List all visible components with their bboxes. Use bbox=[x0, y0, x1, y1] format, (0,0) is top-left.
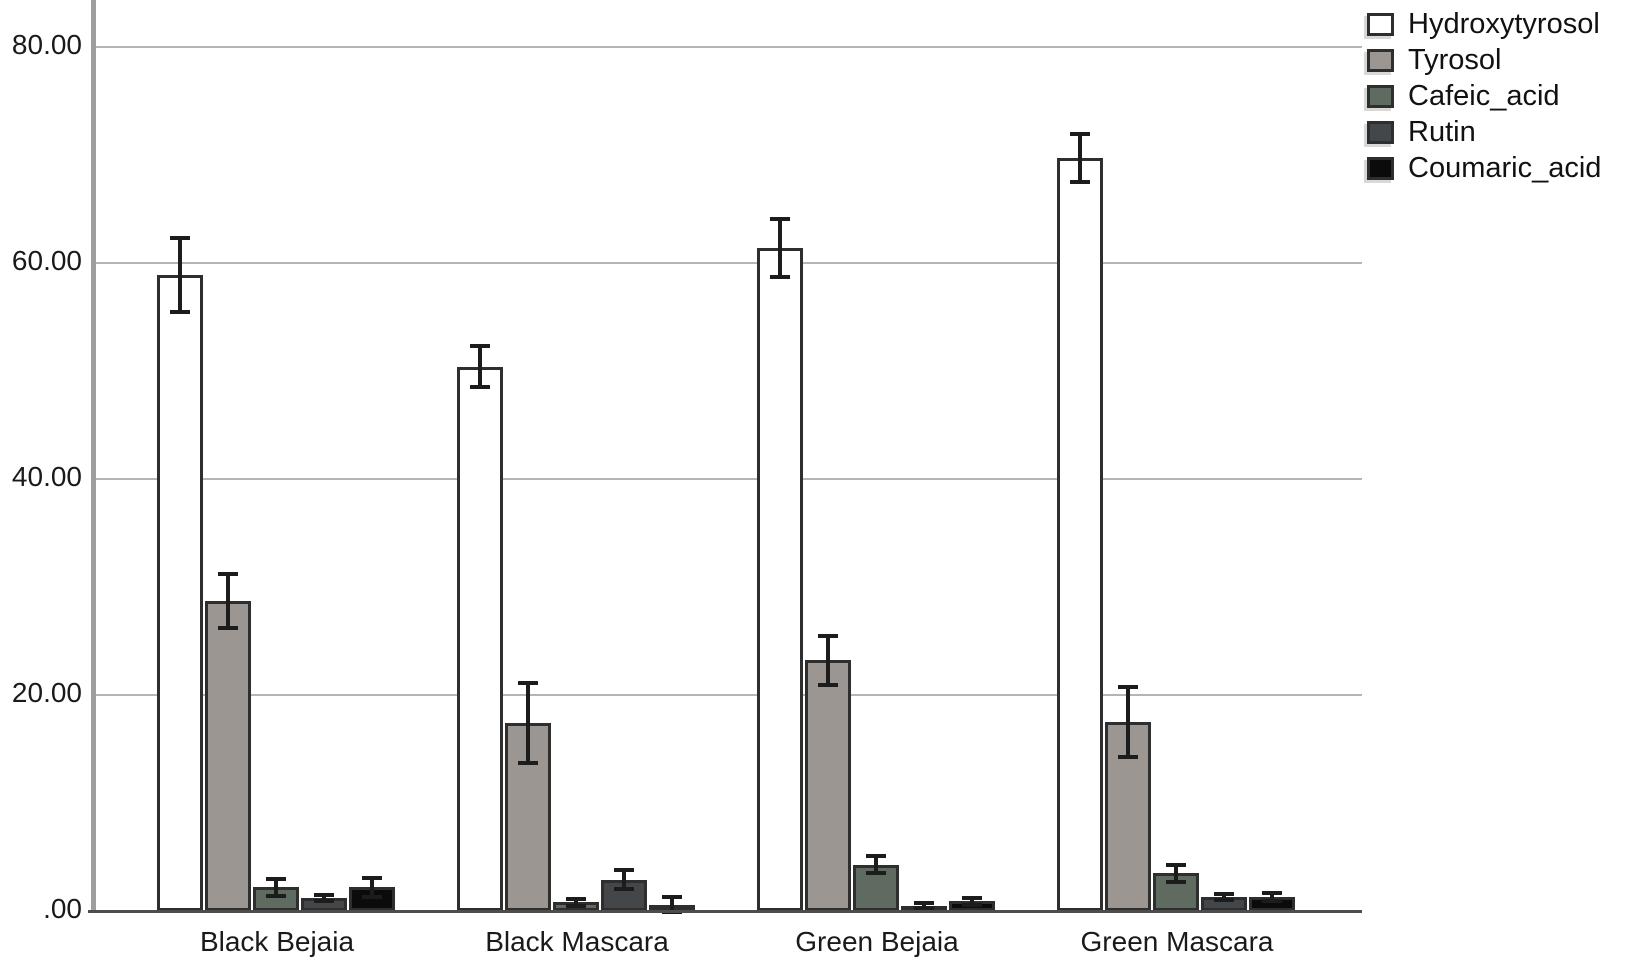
error-bar-cap-top bbox=[818, 633, 838, 638]
y-tick-label: 40.00 bbox=[11, 461, 82, 492]
error-bar-line bbox=[1174, 864, 1178, 882]
legend-item-Hydroxytyrosol: Hydroxytyrosol bbox=[1367, 6, 1601, 42]
legend-swatch-Cafeic_acid bbox=[1367, 84, 1394, 108]
x-tick-label-Green-Mascara: Green Mascara bbox=[1080, 926, 1274, 957]
error-bar-cap-top bbox=[218, 572, 238, 577]
x-axis-line bbox=[88, 910, 1362, 913]
gridline-40 bbox=[95, 478, 1362, 480]
legend-swatch-Rutin bbox=[1367, 120, 1394, 144]
error-bar-line bbox=[526, 683, 530, 764]
legend-item-Cafeic_acid: Cafeic_acid bbox=[1367, 78, 1601, 114]
error-bar-cap-bottom bbox=[1070, 180, 1090, 184]
error-bar-cap-bottom bbox=[470, 385, 490, 390]
y-tick-label: .00 bbox=[43, 893, 82, 924]
error-bar-cap-bottom bbox=[1214, 898, 1234, 903]
error-bar-cap-bottom bbox=[362, 894, 382, 899]
legend-swatch-Coumaric_acid bbox=[1367, 156, 1394, 180]
legend-label: Cafeic_acid bbox=[1408, 79, 1560, 112]
y-tick-label: 80.00 bbox=[11, 29, 82, 60]
error-bar-cap-bottom bbox=[266, 893, 286, 898]
x-tick-label-Black-Mascara: Black Mascara bbox=[485, 926, 669, 957]
error-bar-line bbox=[874, 855, 878, 874]
error-bar-line bbox=[970, 898, 974, 905]
error-bar-cap-top bbox=[170, 236, 190, 241]
y-tick-label: 60.00 bbox=[11, 245, 82, 276]
error-bar-cap-bottom bbox=[1166, 879, 1186, 884]
error-bar-cap-top bbox=[914, 901, 934, 906]
error-bar-cap-bottom bbox=[518, 761, 538, 766]
error-bar-cap-top bbox=[1214, 891, 1234, 896]
error-bar-line bbox=[622, 869, 626, 890]
error-bar-cap-bottom bbox=[170, 309, 190, 314]
error-bar-cap-bottom bbox=[218, 626, 238, 631]
bar-Tyrosol-Black-Bejaia bbox=[205, 601, 251, 911]
error-bar-cap-bottom bbox=[818, 683, 838, 688]
legend-label: Hydroxytyrosol bbox=[1408, 7, 1600, 40]
bar-Hydroxytyrosol-Green-Mascara bbox=[1057, 158, 1103, 911]
error-bar-line bbox=[778, 218, 782, 278]
legend-item-Tyrosol: Tyrosol bbox=[1367, 42, 1601, 78]
error-bar-cap-top bbox=[662, 894, 682, 899]
gridline-80 bbox=[95, 46, 1362, 48]
error-bar-line bbox=[574, 899, 578, 906]
error-bar-cap-top bbox=[314, 892, 334, 897]
error-bar-cap-bottom bbox=[770, 275, 790, 280]
error-bar-cap-top bbox=[1118, 685, 1138, 690]
error-bar-cap-bottom bbox=[962, 902, 982, 907]
y-axis-line bbox=[91, 0, 96, 911]
legend-swatch-Hydroxytyrosol bbox=[1367, 12, 1394, 36]
gridline-60 bbox=[95, 262, 1362, 264]
legend-item-Coumaric_acid: Coumaric_acid bbox=[1367, 150, 1601, 186]
error-bar-cap-bottom bbox=[314, 899, 334, 904]
error-bar-cap-bottom bbox=[566, 903, 586, 908]
error-bar-line bbox=[274, 878, 278, 896]
error-bar-line bbox=[178, 238, 182, 312]
error-bar-line bbox=[322, 894, 326, 902]
error-bar-line bbox=[1222, 893, 1226, 901]
legend-item-Rutin: Rutin bbox=[1367, 114, 1601, 150]
error-bar-cap-top bbox=[770, 216, 790, 221]
error-bar-cap-top bbox=[1070, 132, 1090, 137]
error-bar-cap-top bbox=[470, 344, 490, 349]
legend-swatch-Tyrosol bbox=[1367, 48, 1394, 72]
error-bar-line bbox=[226, 574, 230, 629]
bar-Tyrosol-Green-Bejaia bbox=[805, 660, 851, 911]
error-bar-cap-top bbox=[518, 681, 538, 686]
error-bar-cap-top bbox=[866, 853, 886, 858]
error-bar-cap-bottom bbox=[866, 871, 886, 876]
legend-label: Tyrosol bbox=[1408, 43, 1502, 76]
error-bar-cap-bottom bbox=[1118, 754, 1138, 759]
x-tick-label-Black-Bejaia: Black Bejaia bbox=[199, 926, 355, 957]
error-bar-cap-top bbox=[1166, 862, 1186, 867]
bar-Hydroxytyrosol-Black-Bejaia bbox=[157, 274, 203, 911]
chart-legend: Hydroxytyrosol Tyrosol Cafeic_acid Rutin Cou… bbox=[1367, 6, 1601, 186]
legend-label: Rutin bbox=[1408, 115, 1476, 148]
error-bar-cap-bottom bbox=[614, 887, 634, 892]
error-bar-cap-top bbox=[266, 876, 286, 881]
error-bar-cap-top bbox=[614, 867, 634, 872]
error-bar-line bbox=[922, 903, 926, 908]
bar-Hydroxytyrosol-Green-Bejaia bbox=[757, 247, 803, 911]
bar-Tyrosol-Black-Mascara bbox=[505, 723, 551, 911]
error-bar-line bbox=[478, 346, 482, 388]
error-bar-cap-top bbox=[962, 896, 982, 901]
gridline-20 bbox=[95, 694, 1362, 696]
error-bar-line bbox=[1078, 134, 1082, 182]
error-bar-cap-top bbox=[362, 875, 382, 880]
error-bar-line bbox=[1270, 892, 1274, 902]
error-bar-cap-bottom bbox=[1262, 899, 1282, 904]
error-bar-line bbox=[370, 877, 374, 897]
error-bar-cap-top bbox=[566, 897, 586, 902]
error-bar-cap-bottom bbox=[914, 905, 934, 910]
x-tick-label-Green-Bejaia: Green Bejaia bbox=[795, 926, 959, 957]
legend-label: Coumaric_acid bbox=[1408, 151, 1602, 184]
error-bar-line bbox=[826, 635, 830, 686]
bar-Hydroxytyrosol-Black-Mascara bbox=[457, 366, 503, 911]
error-bar-line bbox=[670, 896, 674, 913]
y-tick-label: 20.00 bbox=[11, 677, 82, 708]
error-bar-cap-top bbox=[1262, 890, 1282, 895]
error-bar-line bbox=[1126, 687, 1130, 757]
